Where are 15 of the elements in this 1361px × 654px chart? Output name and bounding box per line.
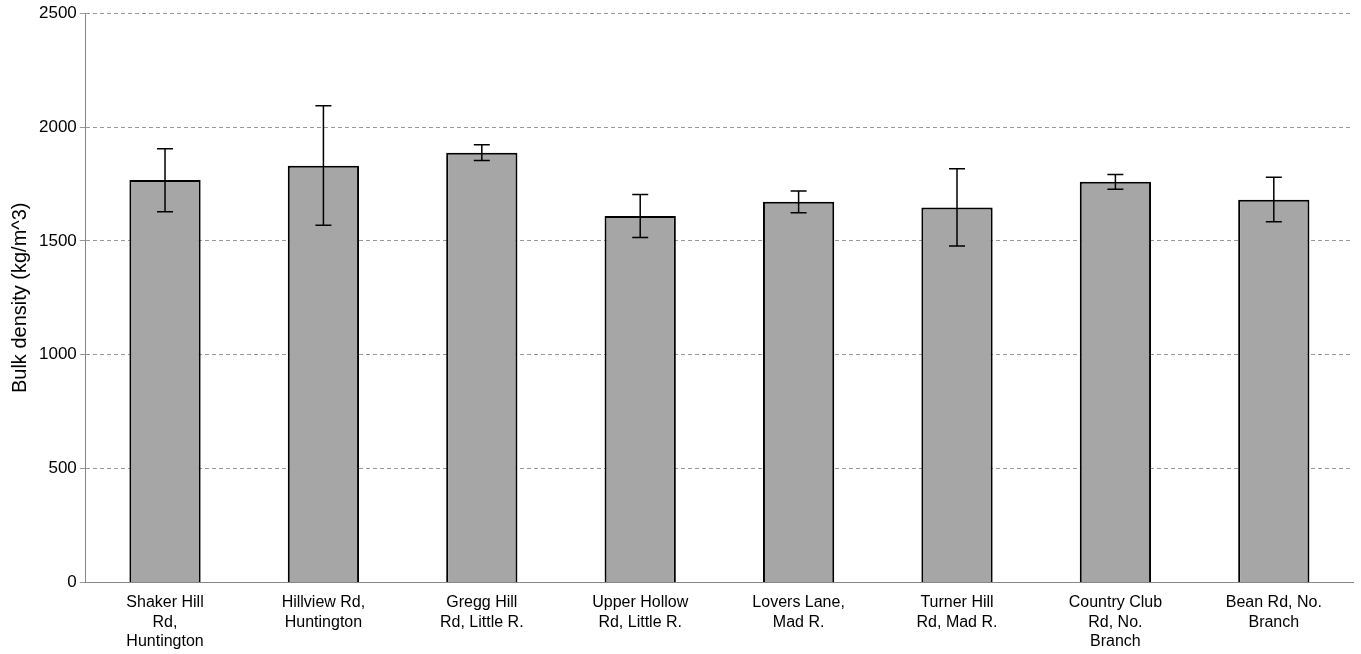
y-tick-label: 500	[48, 458, 77, 478]
x-tick-label: Turner Hill Rd, Mad R.	[916, 593, 998, 630]
x-tick-label: Bean Rd, No. Branch	[1225, 593, 1322, 630]
y-tick-label: 2500	[38, 2, 77, 22]
y-tick-label: 1000	[38, 344, 77, 364]
x-tick-label: Country Club Rd, No. Branch	[1068, 593, 1163, 649]
x-tick-label: Lovers Lane, Mad R.	[752, 593, 845, 630]
y-tick-label: 1500	[38, 230, 77, 250]
x-tick-label: Shaker Hill Rd, Huntington	[126, 593, 204, 649]
y-tick-label: 2000	[38, 116, 77, 136]
x-tick-label: Upper Hollow Rd, Little R.	[592, 593, 689, 630]
x-tick-label: Gregg Hill Rd, Little R.	[440, 593, 524, 630]
x-tick-label: Hillview Rd, Huntington	[281, 593, 366, 630]
y-tick-label: 0	[67, 572, 77, 592]
y-axis-title: Bulk density (kg/m^3)	[7, 202, 30, 394]
